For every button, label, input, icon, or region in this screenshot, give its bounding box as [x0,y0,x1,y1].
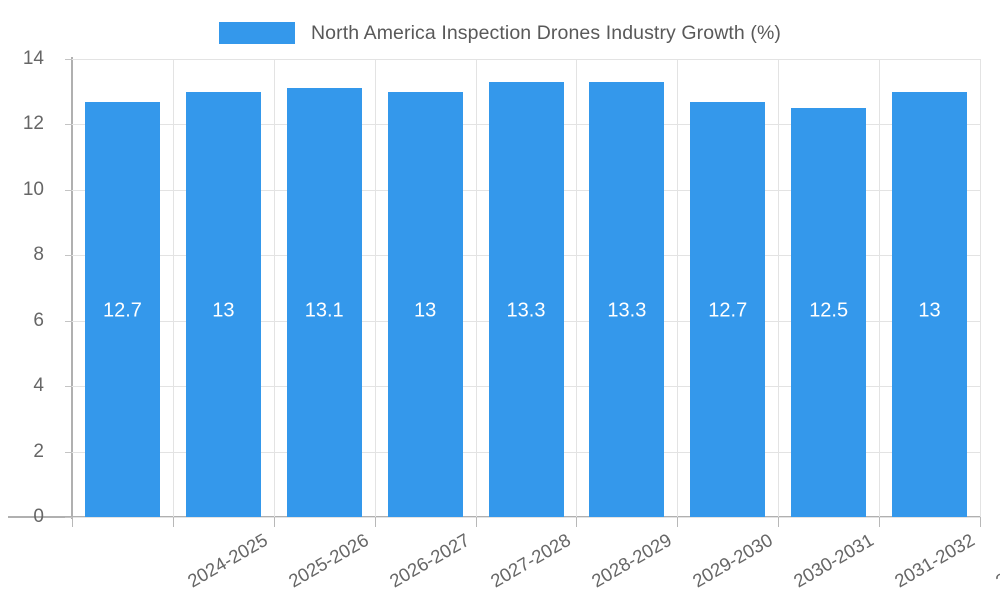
x-tick-mark [375,517,376,527]
bar[interactable] [185,91,261,517]
bar-value-label: 13.3 [506,299,546,322]
legend-item-series-1[interactable]: North America Inspection Drones Industry… [218,21,782,45]
x-gridline [778,59,779,517]
plot-area: 0 2 4 6 8 10 12 14 12.7 2024-2025 13 2025-2026 13.1 2… [23,48,1000,591]
x-axis-tick-label: 2028-2029 [587,529,675,592]
x-gridline [980,59,981,517]
y-tick-mark [65,517,72,518]
bar[interactable] [84,101,160,517]
x-axis-tick-label: 2024-2025 [184,529,272,592]
x-tick-mark [274,517,275,527]
y-axis-tick-label: 4 [33,375,44,397]
x-axis-tick-label: 2029-2030 [688,529,776,592]
x-tick-mark [173,517,174,527]
legend-color-swatch-icon [218,22,295,44]
x-tick-mark [72,517,73,527]
bar[interactable] [690,101,766,517]
y-tick-mark [65,189,72,191]
x-tick-mark [476,517,477,527]
bar-value-label: 12.7 [708,299,748,322]
legend-label: North America Inspection Drones Industry… [310,21,782,44]
x-axis-tick-label: 2026-2027 [386,529,474,592]
bar-value-label: 12.5 [809,299,849,322]
bar[interactable] [589,81,665,517]
x-tick-mark [677,517,678,527]
x-gridline [476,59,477,517]
x-tick-mark [576,517,577,527]
x-axis-tick-label: 2031-2032 [890,529,978,592]
bar[interactable] [286,88,362,517]
x-gridline [576,59,577,517]
bar[interactable] [892,91,968,517]
y-axis-tick-label: 8 [33,244,44,266]
y-axis-line [71,57,73,519]
y-axis-tick-label: 14 [22,48,44,69]
x-axis-tick-label: 2030-2031 [789,529,877,592]
y-axis-tick-label: 2 [33,440,44,462]
y-axis-tick-label: 0 [33,506,44,527]
bar[interactable] [488,81,564,517]
y-tick-mark [65,124,72,126]
y-axis-tick-label: 10 [22,178,44,200]
bar-value-label: 13.3 [607,299,647,322]
y-axis-tick-label: 12 [22,113,44,135]
bar-value-label: 13 [212,299,235,322]
x-tick-mark [980,517,981,527]
x-axis-tick-label: 2025-2026 [285,529,373,592]
bar[interactable] [387,91,463,517]
bar[interactable] [791,108,867,517]
x-gridline [274,59,275,517]
x-gridline [173,59,174,517]
y-tick-mark [65,451,72,453]
x-tick-mark [778,517,779,527]
x-tick-mark [879,517,880,527]
bar-value-label: 13 [413,299,437,322]
y-tick-mark [65,59,72,60]
x-axis-tick-label: 2027-2028 [486,529,575,592]
y-tick-mark [65,386,72,388]
x-gridline [375,59,376,517]
y-gridline [72,517,980,518]
y-axis-tick-label: 6 [33,309,44,331]
x-axis-tick-label: 2032-2033 [991,529,1000,592]
bar-value-label: 13.1 [304,299,344,322]
bar-value-label: 13 [918,299,941,322]
x-gridline [879,59,880,517]
y-tick-mark [65,320,72,322]
bar-value-label: 12.7 [102,299,142,322]
chart-legend: North America Inspection Drones Industry… [0,14,1000,52]
x-gridline [677,59,678,517]
y-tick-mark [65,255,72,257]
y-gridline [72,59,980,60]
